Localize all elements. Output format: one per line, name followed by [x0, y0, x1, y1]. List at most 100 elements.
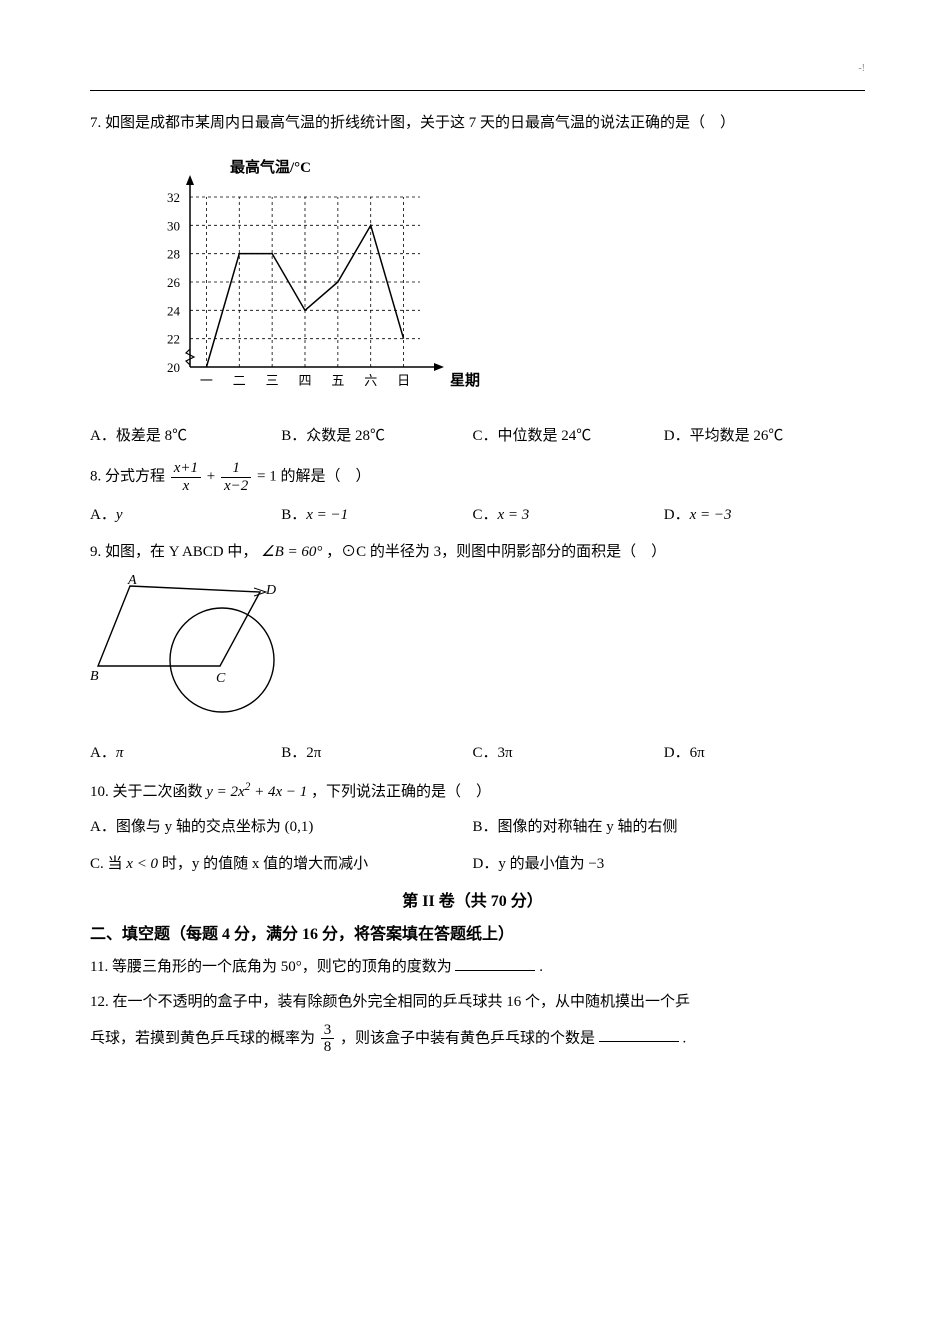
- q7-choice-d: D．平均数是 26℃: [664, 423, 855, 450]
- q7-choice-d-text: 平均数是 26℃: [690, 428, 784, 444]
- q8-choice-b-text: x = −1: [306, 507, 348, 523]
- q10-choice-c-cond: x < 0: [126, 856, 158, 872]
- question-8: 8. 分式方程 x+1 x + 1 x−2 = 1 的解是（ ）: [90, 460, 855, 494]
- q7-choice-b: B．众数是 28℃: [281, 423, 472, 450]
- q9-choice-d: D．6π: [664, 740, 855, 767]
- q8-choice-d: D．x = −3: [664, 502, 855, 529]
- q7-choice-a: A．极差是 8℃: [90, 423, 281, 450]
- q8-choice-b: B．x = −1: [281, 502, 472, 529]
- q7-choice-a-text: 极差是 8℃: [116, 428, 187, 444]
- q8-choice-d-text: x = −3: [690, 507, 732, 523]
- q8-frac2: 1 x−2: [221, 460, 251, 494]
- q8-frac2-num: 1: [221, 460, 251, 478]
- fill-blank-title: 二、填空题（每题 4 分，满分 16 分，将答案填在答题纸上）: [90, 921, 855, 950]
- q7-choices: A．极差是 8℃ B．众数是 28℃ C．中位数是 24℃ D．平均数是 26℃: [90, 423, 855, 450]
- q10-choice-c: C. 当 x < 0 时，y 的值随 x 值的增大而减小: [90, 851, 473, 878]
- section-2-title: 第 II 卷（共 70 分）: [90, 888, 855, 917]
- q8-suffix: 的解是（ ）: [281, 468, 371, 484]
- q9-choice-c-text: 3π: [498, 745, 513, 761]
- svg-text:32: 32: [167, 190, 180, 205]
- q12-text-a: 12. 在一个不透明的盒子中，装有除颜色外完全相同的乒乓球共 16 个，从中随机…: [90, 994, 690, 1010]
- question-9: 9. 如图，在 Y ABCD 中， ∠B = 60° ，⊙C 的半径为 3，则图…: [90, 539, 855, 566]
- svg-text:30: 30: [167, 218, 180, 233]
- svg-text:六: 六: [364, 373, 377, 388]
- q10-choices: A．图像与 y 轴的交点坐标为 (0,1) B．图像的对称轴在 y 轴的右侧 C…: [90, 814, 855, 878]
- q10-choice-d: D．y 的最小值为 −3: [473, 851, 856, 878]
- svg-text:五: 五: [331, 373, 344, 388]
- q10-choice-a-text: 图像与 y 轴的交点坐标为 (0,1): [116, 819, 314, 835]
- question-11: 11. 等腰三角形的一个底角为 50°，则它的顶角的度数为 .: [90, 954, 855, 981]
- q8-frac2-den: x−2: [221, 478, 251, 495]
- q8-frac1: x+1 x: [171, 460, 201, 494]
- svg-text:26: 26: [167, 275, 181, 290]
- q9-choice-b: B．2π: [281, 740, 472, 767]
- q10-choice-d-text: y 的最小值为 −3: [498, 856, 604, 872]
- q9-angle: ∠B = 60°: [261, 544, 322, 560]
- question-10: 10. 关于二次函数 y = 2x2 + 4x − 1 ，下列说法正确的是（ ）: [90, 777, 855, 806]
- q12-frac-num: 3: [321, 1022, 335, 1040]
- q10-prefix: 10. 关于二次函数: [90, 784, 206, 800]
- q11-blank: [455, 955, 535, 971]
- q10-choice-a: A．图像与 y 轴的交点坐标为 (0,1): [90, 814, 473, 841]
- svg-text:四: 四: [298, 373, 311, 388]
- question-12: 12. 在一个不透明的盒子中，装有除颜色外完全相同的乒乓球共 16 个，从中随机…: [90, 989, 855, 1056]
- svg-text:三: 三: [266, 373, 279, 388]
- svg-text:一: 一: [200, 373, 213, 388]
- svg-text:B: B: [90, 669, 99, 684]
- q11-text-a: 11. 等腰三角形的一个底角为 50°，则它的顶角的度数为: [90, 959, 452, 975]
- q8-eq: = 1: [257, 468, 277, 484]
- parallelogram-circle-diagram: A D B C: [90, 574, 310, 724]
- q10-suffix: ，下列说法正确的是（ ）: [311, 784, 491, 800]
- q8-frac1-den: x: [171, 478, 201, 495]
- q12-frac-den: 8: [321, 1039, 335, 1056]
- q9-choice-c: C．3π: [473, 740, 664, 767]
- q10-choice-c-prefix: 当: [108, 856, 127, 872]
- svg-text:最高气温/°C: 最高气温/°C: [230, 158, 311, 176]
- question-7: 7. 如图是成都市某周内日最高气温的折线统计图，关于这 7 天的日最高气温的说法…: [90, 110, 855, 137]
- q12-frac: 3 8: [321, 1022, 335, 1056]
- q10-func: y = 2x: [206, 784, 244, 800]
- q12-blank: [599, 1026, 679, 1042]
- q8-prefix: 8. 分式方程: [90, 468, 165, 484]
- svg-text:20: 20: [167, 360, 180, 375]
- q9-choices: A．π B．2π C．3π D．6π: [90, 740, 855, 767]
- q12-text-d: .: [683, 1030, 687, 1046]
- q8-frac1-num: x+1: [171, 460, 201, 478]
- svg-text:二: 二: [233, 373, 246, 388]
- q10-func-tail: + 4x − 1: [250, 784, 307, 800]
- svg-text:C: C: [216, 671, 226, 686]
- temperature-line-chart: 最高气温/°C 20 22 24 26 28 30 32 一 二 三 四 五 六 日 星期: [120, 147, 480, 407]
- q7-choice-c-text: 中位数是 24℃: [498, 428, 592, 444]
- page-corner-mark: -!: [858, 60, 865, 78]
- svg-text:24: 24: [167, 303, 181, 318]
- q9-mid: ，⊙C 的半径为 3，则图中阴影部分的面积是（ ）: [326, 544, 666, 560]
- q8-choice-c-text: x = 3: [498, 507, 530, 523]
- q9-figure: A D B C: [90, 574, 855, 734]
- q10-choice-c-suffix: 时，y 的值随 x 值的增大而减小: [158, 856, 368, 872]
- q7-choice-c: C．中位数是 24℃: [473, 423, 664, 450]
- q8-plus: +: [207, 468, 215, 484]
- q9-choice-a-text: π: [116, 745, 124, 761]
- q8-choice-a-text: y: [116, 507, 123, 523]
- q7-choice-b-text: 众数是 28℃: [306, 428, 385, 444]
- svg-text:22: 22: [167, 332, 180, 347]
- svg-text:28: 28: [167, 247, 180, 262]
- svg-text:星期: 星期: [450, 371, 480, 389]
- q7-text: 7. 如图是成都市某周内日最高气温的折线统计图，关于这 7 天的日最高气温的说法…: [90, 115, 735, 131]
- q8-choice-a: A．y: [90, 502, 281, 529]
- q9-choice-a: A．π: [90, 740, 281, 767]
- header-rule: [90, 90, 865, 91]
- q8-choices: A．y B．x = −1 C．x = 3 D．x = −3: [90, 502, 855, 529]
- q9-choice-d-text: 6π: [690, 745, 705, 761]
- q12-text-c: ，则该盒子中装有黄色乒乓球的个数是: [340, 1030, 595, 1046]
- q10-choice-b: B．图像的对称轴在 y 轴的右侧: [473, 814, 856, 841]
- q9-prefix: 9. 如图，在 Y ABCD 中，: [90, 544, 257, 560]
- q9-choice-b-text: 2π: [306, 745, 321, 761]
- q8-choice-c: C．x = 3: [473, 502, 664, 529]
- q11-text-b: .: [539, 959, 543, 975]
- q7-chart: 最高气温/°C 20 22 24 26 28 30 32 一 二 三 四 五 六 日 星期: [120, 147, 855, 417]
- svg-text:D: D: [265, 583, 276, 598]
- q10-choice-b-text: 图像的对称轴在 y 轴的右侧: [498, 819, 678, 835]
- svg-text:日: 日: [397, 373, 410, 388]
- svg-text:A: A: [127, 574, 137, 588]
